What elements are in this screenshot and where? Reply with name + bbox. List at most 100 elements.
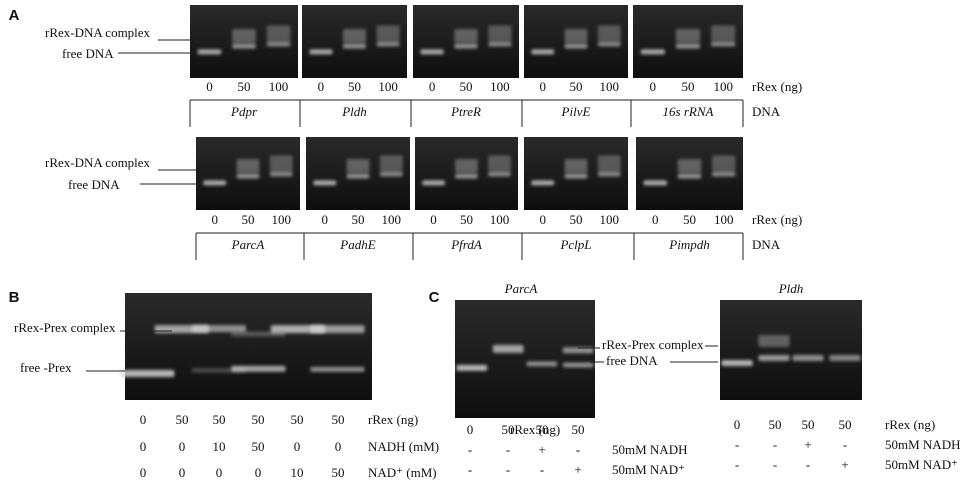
- gel-band: [269, 155, 293, 172]
- promoter-name: PtreR: [450, 104, 481, 119]
- panel-label: C: [429, 289, 440, 306]
- gel-band: [675, 29, 701, 44]
- lane-label: 50: [252, 412, 265, 427]
- lane-label: 0: [294, 439, 301, 454]
- gel-band: [492, 344, 524, 353]
- gel-band: [597, 171, 621, 177]
- complex-label: rRex-Prex complex: [602, 337, 704, 352]
- dose-label: rRex (ng): [752, 79, 802, 94]
- lane-label: -: [468, 462, 472, 477]
- gel-band: [526, 361, 558, 367]
- lane-label: 50: [769, 417, 782, 432]
- gel-band: [792, 355, 824, 361]
- gel-band: [711, 41, 736, 47]
- promoter-name: ParcA: [231, 237, 265, 252]
- lane-label: -: [468, 442, 472, 457]
- lane-label: 50: [570, 79, 583, 94]
- lane-label: +: [841, 457, 848, 472]
- gel-image: [306, 137, 410, 210]
- lane-label: -: [506, 442, 510, 457]
- lane-label: -: [576, 442, 580, 457]
- lane-label: -: [506, 462, 510, 477]
- gel-band: [721, 360, 753, 366]
- dose-label: rRex (ng): [752, 212, 802, 227]
- gel-band: [346, 159, 370, 174]
- lane-label: 0: [140, 439, 147, 454]
- lane-label: 0: [430, 212, 437, 227]
- gel-background: [720, 300, 862, 400]
- gel-image: [190, 5, 298, 78]
- gel-image: [524, 5, 628, 78]
- lane-label: 50: [536, 422, 549, 437]
- lane-label: -: [773, 437, 777, 452]
- gel-band: [376, 25, 400, 42]
- lane-label: 100: [272, 212, 292, 227]
- panel-label: A: [9, 7, 20, 24]
- lane-label: +: [804, 437, 811, 452]
- gel-band: [269, 171, 293, 177]
- gel-band: [232, 29, 256, 44]
- gel-band: [342, 43, 367, 49]
- gel-band: [643, 180, 668, 186]
- row-label: 50mM NAD⁺: [885, 457, 958, 472]
- free-label: free DNA: [68, 177, 120, 192]
- lane-label: -: [843, 437, 847, 452]
- row-label: 50mM NADH: [885, 437, 960, 452]
- gel-image: [415, 137, 518, 210]
- lane-label: +: [574, 462, 581, 477]
- gel-band: [120, 370, 175, 378]
- row-label: rRex (ng): [510, 422, 560, 437]
- complex-label: rRex-Prex complex: [14, 320, 116, 335]
- gel-band: [197, 49, 222, 55]
- lane-label: 50: [238, 79, 251, 94]
- lane-label: 50: [460, 79, 473, 94]
- promoter-name: 16s rRNA: [663, 104, 714, 119]
- lane-label: 0: [539, 212, 546, 227]
- gel-band: [564, 43, 588, 49]
- gel-band: [711, 171, 736, 177]
- lane-label: 50: [332, 412, 345, 427]
- lane-label: 50: [802, 417, 815, 432]
- lane-label: 50: [348, 79, 361, 94]
- gel-band: [456, 364, 488, 371]
- gel-image: [302, 5, 407, 78]
- gel-band: [597, 41, 621, 47]
- gel-band: [379, 155, 403, 172]
- gel-title: Pldh: [778, 281, 804, 296]
- gel-band: [711, 155, 736, 172]
- row-label: NADH (mM): [368, 439, 439, 454]
- free-label: free DNA: [62, 46, 114, 61]
- gel-image: [720, 300, 862, 400]
- promoter-name: Pldh: [341, 104, 367, 119]
- lane-label: -: [773, 457, 777, 472]
- gel-band: [310, 366, 365, 372]
- gel-image: [633, 5, 743, 78]
- lane-label: 10: [291, 465, 304, 480]
- lane-label: 0: [335, 439, 342, 454]
- gel-band: [455, 173, 478, 179]
- lane-label: 100: [600, 79, 620, 94]
- gel-band: [488, 171, 511, 177]
- gel-band: [758, 335, 790, 347]
- gel-band: [420, 49, 444, 55]
- lane-label: 0: [429, 79, 436, 94]
- lane-label: 0: [652, 212, 659, 227]
- lane-label: 0: [216, 465, 223, 480]
- lane-label: 100: [713, 79, 733, 94]
- gel-band: [640, 49, 665, 55]
- gel-band: [313, 180, 337, 186]
- gel-title: ParcA: [504, 281, 538, 296]
- complex-label: rRex-DNA complex: [45, 155, 151, 170]
- lane-label: 100: [382, 212, 402, 227]
- panel-label: B: [9, 289, 20, 306]
- dna-label: DNA: [752, 104, 781, 119]
- row-label: NAD⁺ (mM): [368, 465, 437, 480]
- gel-band: [531, 49, 555, 55]
- gel-image: [455, 300, 595, 418]
- lane-label: 0: [255, 465, 262, 480]
- promoter-name: PilvE: [561, 104, 591, 119]
- free-label: free DNA: [606, 353, 658, 368]
- lane-label: 50: [332, 465, 345, 480]
- lane-label: 100: [490, 79, 510, 94]
